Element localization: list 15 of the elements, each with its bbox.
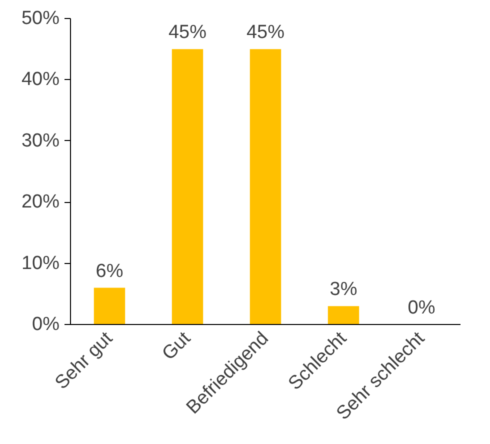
- y-tick-label: 30%: [21, 130, 60, 152]
- y-tick-label: 50%: [21, 8, 60, 29]
- data-label: 3%: [330, 279, 358, 300]
- bar: [250, 49, 282, 324]
- y-tick-label: 0%: [32, 314, 60, 335]
- data-label: 45%: [246, 22, 285, 44]
- data-label: 6%: [96, 260, 124, 282]
- data-label: 45%: [168, 22, 207, 44]
- y-tick-label: 40%: [21, 69, 60, 90]
- y-tick-label: 20%: [21, 192, 60, 213]
- bar: [328, 306, 360, 324]
- bar: [94, 288, 126, 324]
- bar: [172, 49, 204, 324]
- data-label: 0%: [408, 298, 436, 318]
- y-tick-label: 10%: [21, 252, 60, 274]
